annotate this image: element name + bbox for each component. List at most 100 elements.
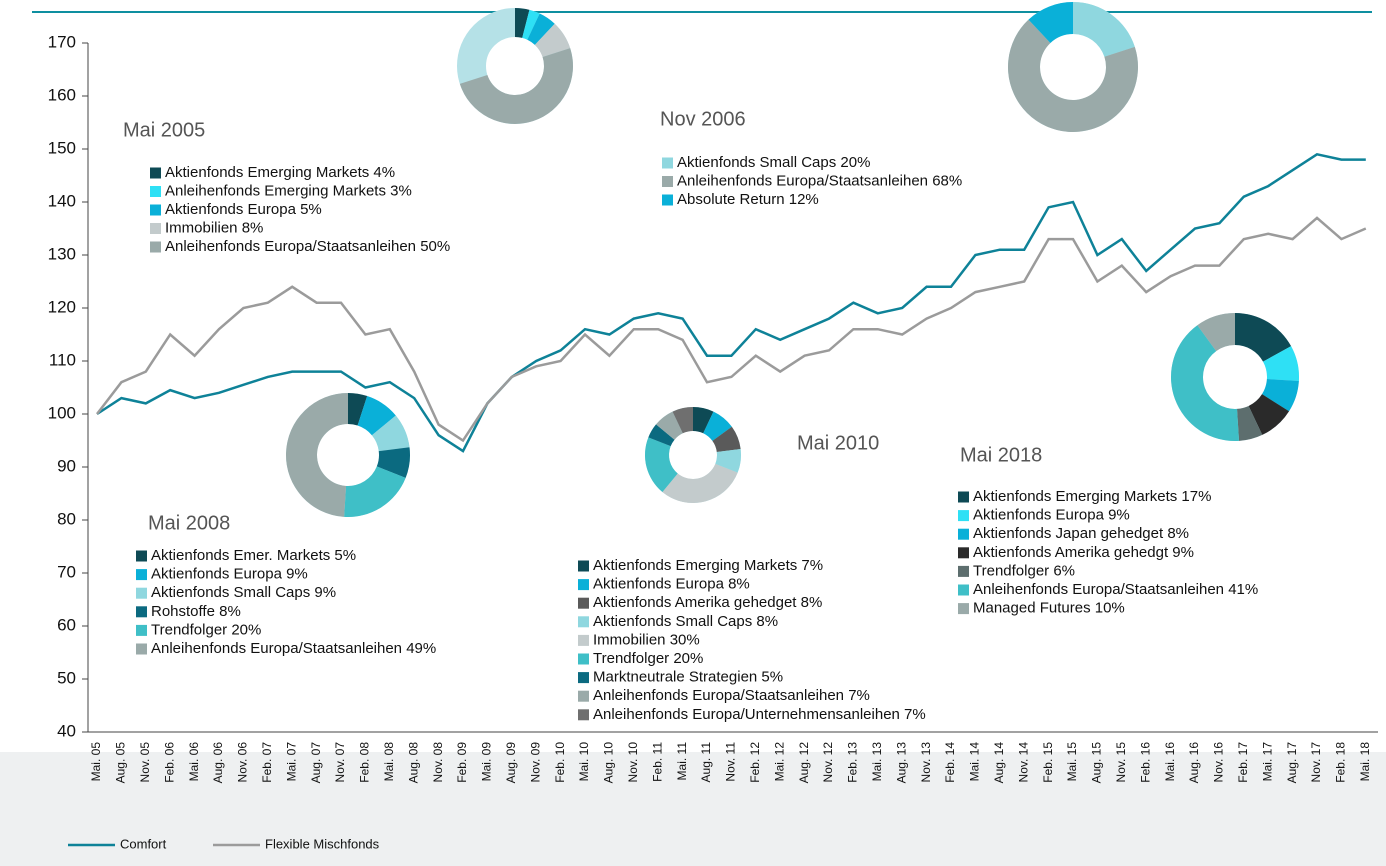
legend-swatch bbox=[150, 204, 161, 216]
x-tick-label: Feb. 15 bbox=[1041, 742, 1055, 783]
legend-item: Aktienfonds Europa 8% bbox=[593, 576, 750, 593]
donut-segment bbox=[285, 393, 348, 517]
x-tick-label: Feb. 10 bbox=[553, 742, 567, 783]
legend-swatch bbox=[136, 643, 147, 655]
legend-item: Anleihenfonds Europa/Unternehmensanleihe… bbox=[593, 706, 926, 723]
legend-label: Flexible Mischfonds bbox=[265, 836, 380, 851]
legend-swatch bbox=[136, 587, 147, 599]
donut-segment bbox=[371, 415, 410, 452]
x-tick-label: Feb. 14 bbox=[943, 742, 957, 783]
plot-panel bbox=[0, 0, 1386, 752]
x-tick-label: Feb. 18 bbox=[1334, 742, 1348, 783]
legend-swatch bbox=[150, 241, 161, 253]
x-tick-label: Nov. 16 bbox=[1212, 742, 1226, 783]
donut-segment bbox=[459, 48, 573, 124]
x-tick-label: Aug. 06 bbox=[211, 742, 225, 784]
donut-segment bbox=[712, 426, 741, 452]
legend-swatch bbox=[578, 616, 589, 628]
x-tick-label: Aug. 08 bbox=[406, 742, 420, 784]
legend-item: Anleihenfonds Europa/Staatsanleihen 41% bbox=[973, 581, 1258, 598]
legend-item: Aktienfonds Europa 9% bbox=[151, 566, 308, 583]
y-tick-label: 160 bbox=[48, 85, 76, 104]
legend-swatch bbox=[136, 550, 147, 562]
donut-segment bbox=[715, 448, 741, 473]
donut-segment bbox=[1262, 379, 1299, 412]
donut-segment bbox=[1028, 2, 1073, 43]
donut-segment bbox=[645, 437, 678, 492]
legend-swatch bbox=[578, 634, 589, 646]
x-tick-label: Aug. 14 bbox=[992, 742, 1006, 784]
x-tick-label: Mai. 17 bbox=[1260, 742, 1274, 782]
legend-item: Aktienfonds Amerika gehedget 8% bbox=[593, 594, 822, 611]
donut-segment bbox=[656, 411, 683, 440]
x-tick-label: Feb. 09 bbox=[455, 742, 469, 783]
donut-title: Mai 2005 bbox=[123, 119, 205, 141]
x-tick-label: Feb. 17 bbox=[1236, 742, 1250, 783]
donut-segment bbox=[344, 466, 406, 517]
legend-swatch bbox=[578, 690, 589, 702]
donut-segment bbox=[1073, 2, 1135, 57]
y-tick-label: 120 bbox=[48, 297, 76, 316]
legend-label: Comfort bbox=[120, 836, 167, 851]
x-tick-label: Feb. 07 bbox=[260, 742, 274, 783]
y-tick-label: 60 bbox=[57, 615, 76, 634]
legend-item: Immobilien 30% bbox=[593, 631, 700, 648]
legend-item: Anleihenfonds Europa/Staatsanleihen 50% bbox=[165, 238, 450, 255]
donut-segment bbox=[348, 393, 368, 426]
legend-item: Aktienfonds Emerging Markets 17% bbox=[973, 488, 1211, 505]
x-tick-label: Mai. 16 bbox=[1163, 742, 1177, 782]
x-tick-label: Nov. 13 bbox=[919, 742, 933, 783]
x-tick-label: Aug. 07 bbox=[309, 742, 323, 784]
legend-swatch bbox=[578, 597, 589, 609]
x-tick-label: Aug. 17 bbox=[1285, 742, 1299, 784]
y-tick-label: 140 bbox=[48, 191, 76, 210]
x-tick-label: Mai. 10 bbox=[577, 742, 591, 782]
y-tick-label: 80 bbox=[57, 509, 76, 528]
x-tick-label: Aug. 10 bbox=[602, 742, 616, 784]
x-tick-label: Nov. 11 bbox=[724, 742, 738, 782]
x-tick-label: Nov. 07 bbox=[333, 742, 347, 783]
donut-segment bbox=[1170, 325, 1240, 442]
donut-segment bbox=[1197, 313, 1235, 352]
y-tick-label: 150 bbox=[48, 138, 76, 157]
x-tick-label: Aug. 09 bbox=[504, 742, 518, 784]
x-tick-label: Mai. 11 bbox=[675, 742, 689, 781]
legend-item: Marktneutrale Strategien 5% bbox=[593, 669, 783, 686]
x-tick-label: Aug. 12 bbox=[797, 742, 811, 784]
legend-item: Aktienfonds Emerging Markets 4% bbox=[165, 164, 395, 181]
donut-segment bbox=[1263, 346, 1299, 382]
legend-swatch bbox=[958, 491, 969, 503]
legend-swatch bbox=[662, 157, 673, 169]
y-tick-label: 40 bbox=[57, 721, 76, 740]
donut-segment bbox=[693, 407, 714, 434]
legend-swatch bbox=[578, 653, 589, 665]
y-tick-label: 90 bbox=[57, 456, 76, 475]
x-tick-label: Nov. 17 bbox=[1309, 742, 1323, 783]
legend-item: Anleihenfonds Europa/Staatsanleihen 7% bbox=[593, 687, 870, 704]
donut-segment bbox=[1008, 19, 1138, 132]
legend-swatch bbox=[958, 528, 969, 540]
legend-item: Aktienfonds Small Caps 20% bbox=[677, 154, 870, 171]
donut-title: Mai 2008 bbox=[148, 512, 230, 534]
legend-item: Trendfolger 20% bbox=[151, 621, 261, 638]
x-tick-label: Mai. 06 bbox=[187, 742, 201, 782]
y-tick-label: 130 bbox=[48, 244, 76, 263]
donut-segment bbox=[1248, 394, 1290, 435]
donut-segment bbox=[648, 424, 675, 447]
legend-swatch bbox=[136, 624, 147, 636]
x-tick-label: Mai. 08 bbox=[382, 742, 396, 782]
legend-swatch bbox=[578, 709, 589, 721]
donut-segment bbox=[662, 463, 738, 504]
legend-swatch bbox=[136, 569, 147, 581]
x-tick-label: Aug. 05 bbox=[114, 742, 128, 784]
legend-item: Anleihenfonds Europa/Staatsanleihen 49% bbox=[151, 640, 436, 657]
x-tick-label: Feb. 12 bbox=[748, 742, 762, 783]
legend-item: Absolute Return 12% bbox=[677, 191, 819, 208]
x-tick-label: Aug. 15 bbox=[1090, 742, 1104, 784]
legend-item: Rohstoffe 8% bbox=[151, 603, 241, 620]
x-tick-label: Mai. 05 bbox=[89, 742, 103, 782]
y-tick-label: 70 bbox=[57, 562, 76, 581]
legend-swatch bbox=[662, 194, 673, 206]
donut-segment bbox=[1235, 313, 1292, 362]
